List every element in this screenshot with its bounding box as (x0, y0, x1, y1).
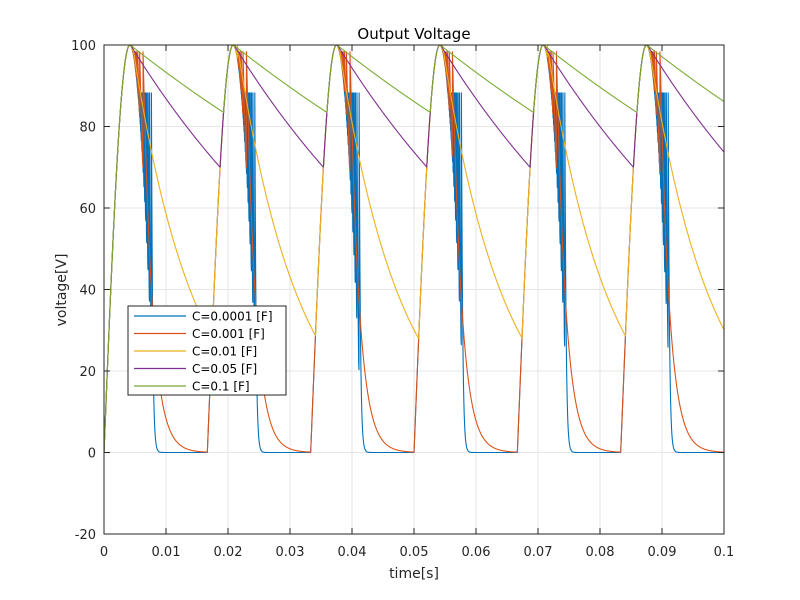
x-axis-label: time[s] (389, 566, 439, 582)
x-tick-label: 0.08 (586, 545, 615, 560)
legend-label: C=0.05 [F] (192, 362, 257, 376)
x-tick-label: 0.05 (400, 545, 429, 560)
x-tick-label: 0.06 (462, 545, 491, 560)
y-tick-label: 60 (79, 202, 96, 217)
x-tick-label: 0 (100, 545, 108, 560)
x-tick-label: 0.02 (214, 545, 243, 560)
y-tick-label: 100 (71, 39, 96, 54)
series-line-4 (104, 45, 724, 453)
legend-label: C=0.1 [F] (192, 380, 250, 394)
series-line-2 (104, 45, 724, 453)
legend: C=0.0001 [F] C=0.001 [F] C=0.01 [F] C=0.05 … (127, 305, 287, 396)
y-tick-label: 0 (88, 447, 96, 462)
x-tick-label: 0.1 (714, 545, 735, 560)
y-tick-label: 40 (79, 284, 96, 299)
series-line-5 (104, 45, 724, 453)
y-axis-label: voltage[V] (54, 254, 70, 327)
x-tick-label: 0.04 (338, 545, 367, 560)
legend-label: C=0.01 [F] (192, 345, 257, 359)
legend-entries: C=0.0001 [F] C=0.001 [F] C=0.01 [F] C=0.05 … (134, 310, 273, 394)
x-axis-ticks: 0 0.01 0.02 0.03 0.04 0.05 0.06 0.07 0.08 0.09 0.1 (100, 45, 734, 560)
y-tick-label: -20 (75, 528, 96, 543)
x-tick-label: 0.07 (524, 545, 553, 560)
y-tick-label: 20 (79, 365, 96, 380)
chart-title: Output Voltage (357, 25, 470, 43)
x-tick-label: 0.03 (276, 545, 305, 560)
legend-label: C=0.001 [F] (192, 327, 265, 341)
legend-label: C=0.0001 [F] (192, 310, 273, 324)
y-tick-label: 80 (79, 121, 96, 136)
y-axis-ticks: -20 0 20 40 60 80 100 (71, 39, 724, 543)
x-tick-label: 0.09 (648, 545, 677, 560)
x-tick-label: 0.01 (152, 545, 181, 560)
